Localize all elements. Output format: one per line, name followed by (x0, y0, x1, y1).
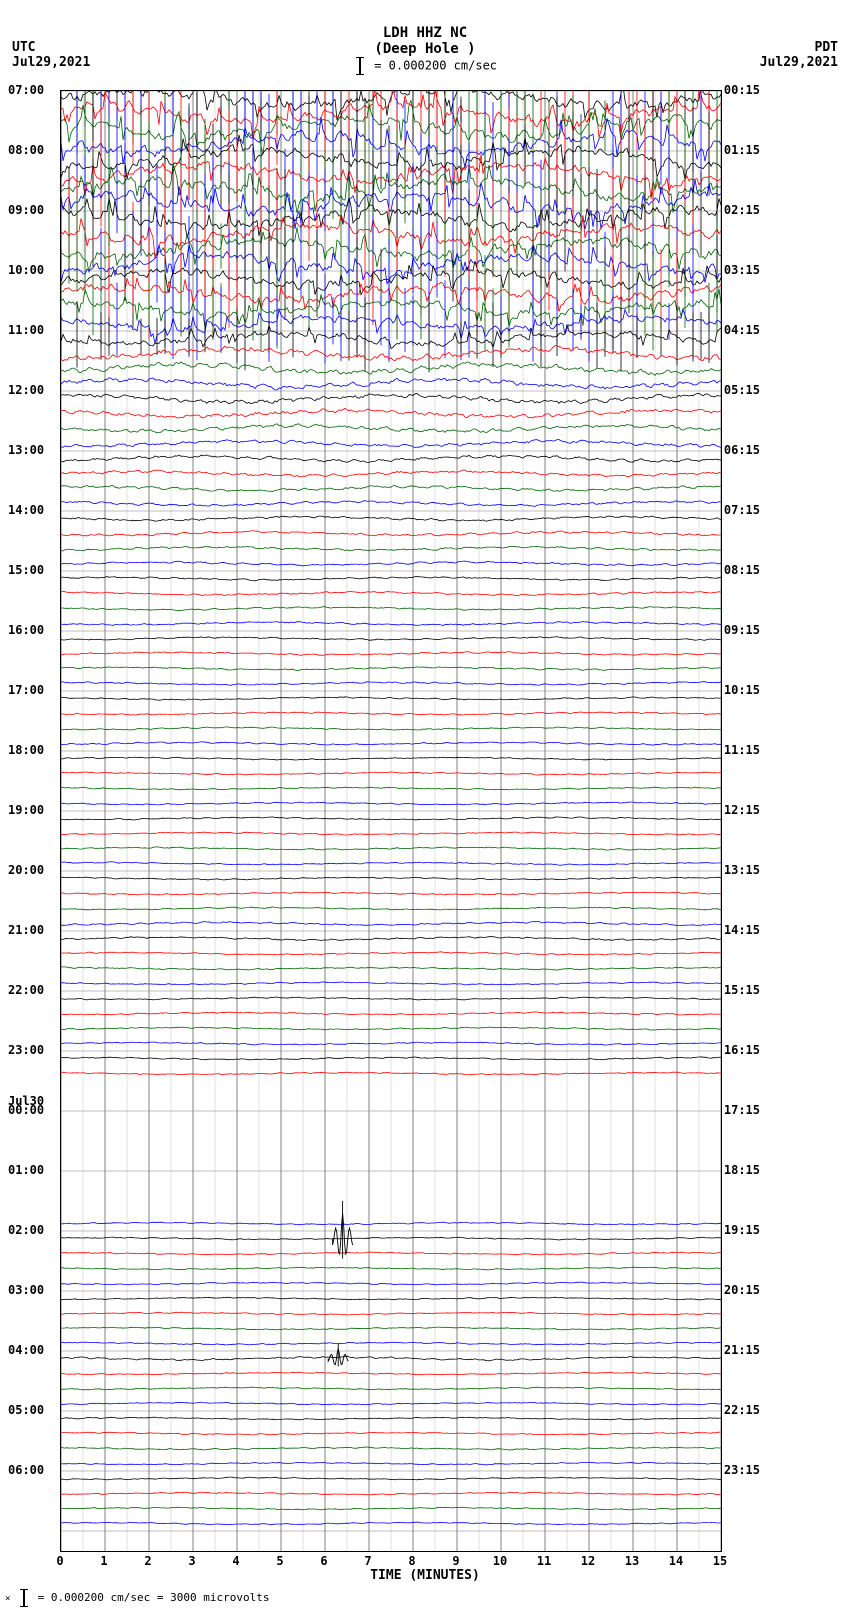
y-left-label: 04:00 (8, 1344, 44, 1356)
y-left-label: 07:00 (8, 84, 44, 96)
timezone-right: PDT Jul29,2021 (760, 40, 838, 70)
seismogram-page: LDH HHZ NC (Deep Hole ) = 0.000200 cm/se… (0, 0, 850, 1613)
x-tick-label: 14 (669, 1554, 683, 1568)
x-tick-label: 2 (144, 1554, 151, 1568)
x-tick-label: 8 (408, 1554, 415, 1568)
y-right-label: 03:15 (724, 264, 760, 276)
x-tick-label: 1 (100, 1554, 107, 1568)
y-left-label: 18:00 (8, 744, 44, 756)
seismogram-plot (60, 90, 722, 1552)
y-left-label: 06:00 (8, 1464, 44, 1476)
station-location: (Deep Hole ) (374, 41, 475, 57)
y-left-label: 02:00 (8, 1224, 44, 1236)
y-left-label: 12:00 (8, 384, 44, 396)
y-right-label: 00:15 (724, 84, 760, 96)
y-right-label: 06:15 (724, 444, 760, 456)
y-right-label: 05:15 (724, 384, 760, 396)
y-right-label: 02:15 (724, 204, 760, 216)
x-tick-label: 15 (713, 1554, 727, 1568)
y-right-label: 13:15 (724, 864, 760, 876)
x-tick-label: 3 (188, 1554, 195, 1568)
y-left-label: 11:00 (8, 324, 44, 336)
tz-left-date: Jul29,2021 (12, 55, 90, 70)
tz-left-label: UTC (12, 40, 90, 55)
chart-header: LDH HHZ NC (Deep Hole ) = 0.000200 cm/se… (0, 0, 850, 75)
scale-bar-icon (359, 57, 361, 75)
y-left-label: 15:00 (8, 564, 44, 576)
y-left-label: 10:00 (8, 264, 44, 276)
footer-scale-text: = 0.000200 cm/sec = 3000 microvolts (38, 1591, 270, 1604)
x-tick-label: 7 (364, 1554, 371, 1568)
tz-right-date: Jul29,2021 (760, 55, 838, 70)
y-right-label: 23:15 (724, 1464, 760, 1476)
y-right-label: 04:15 (724, 324, 760, 336)
y-left-label: 05:00 (8, 1404, 44, 1416)
y-right-label: 07:15 (724, 504, 760, 516)
y-left-label: 00:00 (8, 1104, 44, 1116)
y-left-label: 09:00 (8, 204, 44, 216)
x-tick-label: 10 (493, 1554, 507, 1568)
y-left-label: 20:00 (8, 864, 44, 876)
y-right-label: 12:15 (724, 804, 760, 816)
x-tick-label: 5 (276, 1554, 283, 1568)
y-right-label: 18:15 (724, 1164, 760, 1176)
y-left-label: 01:00 (8, 1164, 44, 1176)
y-right-label: 15:15 (724, 984, 760, 996)
y-left-label: 08:00 (8, 144, 44, 156)
y-right-label: 20:15 (724, 1284, 760, 1296)
station-code: LDH HHZ NC (0, 25, 850, 41)
seismogram-svg (61, 91, 721, 1551)
x-tick-label: 11 (537, 1554, 551, 1568)
tz-right-label: PDT (760, 40, 838, 55)
scale-value: = 0.000200 cm/sec (374, 59, 497, 73)
y-left-label: 23:00 (8, 1044, 44, 1056)
timezone-left: UTC Jul29,2021 (12, 40, 90, 70)
y-right-label: 19:15 (724, 1224, 760, 1236)
y-right-label: 14:15 (724, 924, 760, 936)
y-right-label: 22:15 (724, 1404, 760, 1416)
x-tick-label: 0 (56, 1554, 63, 1568)
y-right-label: 10:15 (724, 684, 760, 696)
x-tick-label: 12 (581, 1554, 595, 1568)
y-right-label: 17:15 (724, 1104, 760, 1116)
y-left-label: 14:00 (8, 504, 44, 516)
y-right-label: 11:15 (724, 744, 760, 756)
x-axis-title: TIME (MINUTES) (370, 1568, 480, 1583)
y-right-label: 01:15 (724, 144, 760, 156)
footer-scale: × = 0.000200 cm/sec = 3000 microvolts (5, 1589, 269, 1607)
y-right-label: 08:15 (724, 564, 760, 576)
y-left-label: 03:00 (8, 1284, 44, 1296)
x-tick-label: 4 (232, 1554, 239, 1568)
y-left-label: 22:00 (8, 984, 44, 996)
y-left-label: 16:00 (8, 624, 44, 636)
y-left-label: 13:00 (8, 444, 44, 456)
y-left-label: 17:00 (8, 684, 44, 696)
y-right-label: 09:15 (724, 624, 760, 636)
y-left-label: 19:00 (8, 804, 44, 816)
x-tick-label: 13 (625, 1554, 639, 1568)
scale-bar-icon (23, 1589, 25, 1607)
y-right-label: 16:15 (724, 1044, 760, 1056)
x-tick-label: 9 (452, 1554, 459, 1568)
x-tick-label: 6 (320, 1554, 327, 1568)
y-left-label: 21:00 (8, 924, 44, 936)
y-right-label: 21:15 (724, 1344, 760, 1356)
scale-indicator-top: = 0.000200 cm/sec (0, 57, 850, 75)
